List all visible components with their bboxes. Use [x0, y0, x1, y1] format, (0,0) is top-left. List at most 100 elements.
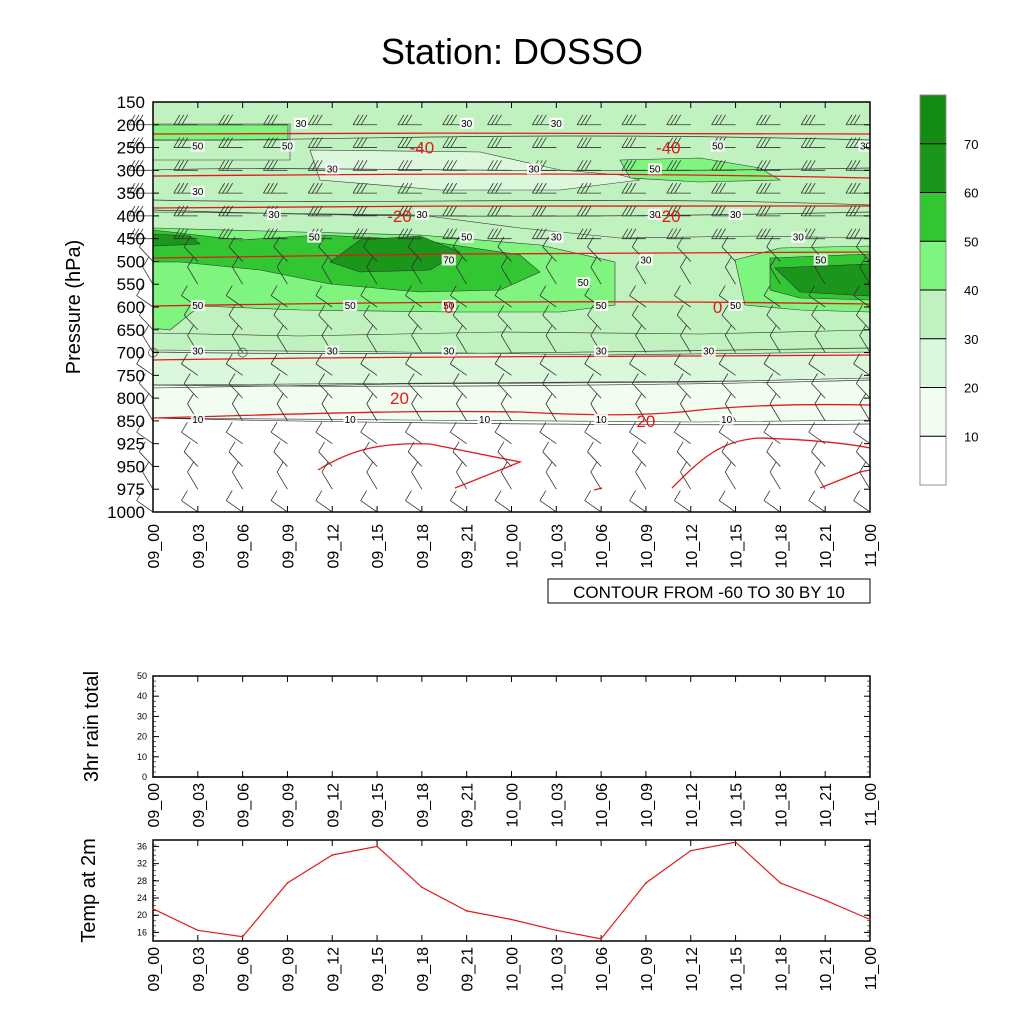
wind-barb-feather: [584, 114, 592, 125]
wind-barb: [360, 431, 378, 444]
wind-barb-feather: [271, 114, 278, 125]
wind-barb-feather: [676, 304, 684, 316]
y-tick-label: 1000: [107, 503, 145, 522]
wind-barb-feather: [580, 137, 588, 148]
wind-barb: [226, 363, 243, 376]
wind-barb: [629, 500, 647, 513]
wind-barb-feather: [580, 160, 588, 171]
wind-barb-feather: [576, 228, 584, 239]
wind-barb: [276, 266, 288, 285]
contour-label-bg: [190, 413, 205, 425]
wind-barb-feather: [808, 490, 816, 501]
contour-label-bg: [325, 163, 340, 175]
wind-barb-feather: [721, 236, 729, 248]
wind-barb-feather: [263, 137, 270, 148]
wind-barb-feather: [680, 393, 687, 404]
wind-barb: [629, 363, 647, 376]
y-tick-label: 20: [137, 910, 147, 920]
wind-barb: [273, 314, 288, 331]
wind-barb-feather: [539, 160, 547, 171]
wind-barb: [226, 500, 243, 513]
wind-barb: [632, 383, 647, 399]
wind-barb-feather: [631, 373, 639, 384]
wind-barb-feather: [352, 160, 360, 171]
wind-barb-feather: [226, 205, 233, 217]
wind-barb-feather: [497, 373, 505, 384]
wind-barb: [721, 451, 736, 467]
y-tick-label: 650: [117, 321, 145, 340]
y-axis-label: 3hr rain total: [81, 671, 103, 782]
wind-barb-feather: [576, 114, 584, 125]
wind-barb-feather: [401, 160, 409, 171]
wind-barb-feather: [670, 205, 678, 217]
x-tick-label: 11_00: [863, 783, 880, 826]
temp-panel: 16 20 24 28 32 36 Temp at 2m 09_00 09_03 09_06 09_…: [78, 838, 880, 991]
wind-barb-feather: [539, 182, 547, 194]
wind-barb-feather: [442, 114, 450, 125]
wind-barb-feather: [315, 205, 323, 217]
wind-barb-feather: [177, 228, 185, 239]
wind-barb-feather: [711, 114, 718, 125]
colorbar-box: [919, 338, 947, 388]
wind-barb: [321, 266, 333, 285]
wind-barb-feather: [267, 182, 274, 194]
contour-label: 30: [596, 347, 608, 358]
wind-barb-feather: [635, 393, 642, 404]
wind-barb-feather: [859, 256, 867, 268]
contour-label: 50: [461, 233, 473, 244]
temperature-contour-6: [152, 403, 871, 419]
wind-barb-feather: [139, 236, 146, 248]
series-point: [779, 776, 782, 778]
wind-barb: [766, 246, 781, 262]
wind-barb-feather: [273, 236, 281, 248]
wind-barb: [587, 383, 602, 399]
wind-barb-feather: [629, 421, 636, 433]
wind-barb-feather: [584, 228, 592, 239]
wind-barb: [674, 431, 691, 444]
wind-barb: [811, 314, 826, 331]
wind-barb-feather: [542, 236, 550, 248]
series-point: [421, 886, 423, 889]
x-tick-label: 09_21: [460, 947, 477, 992]
wind-barb: [676, 451, 692, 467]
wind-barb: [494, 431, 512, 444]
wind-barb: [360, 363, 378, 376]
y-tick-label: 250: [117, 139, 145, 158]
wind-barb-feather: [849, 228, 857, 239]
wind-barb: [763, 363, 781, 376]
wind-barb-feather: [307, 114, 315, 125]
wind-barb: [318, 314, 333, 331]
wind-barb-feather: [760, 137, 767, 148]
wind-barb-feather: [811, 373, 818, 384]
wind-barb-feather: [267, 160, 274, 171]
wind-barb: [360, 500, 378, 513]
y-tick-label: 30: [137, 711, 147, 721]
wind-barb-feather: [539, 421, 547, 433]
x-tick-label: 10_00: [505, 783, 522, 828]
wind-barb-feather: [545, 325, 553, 336]
wind-barb-feather: [845, 160, 853, 171]
series-point: [555, 929, 558, 932]
x-tick-label: 09_12: [325, 783, 342, 828]
wind-barb-feather: [674, 182, 682, 194]
wind-barb: [680, 335, 692, 353]
wind-barb: [450, 363, 467, 376]
contour-label-bg: [266, 208, 281, 220]
wind-barb-feather: [321, 325, 329, 336]
wind-barb-feather: [401, 228, 409, 239]
wind-barb: [136, 500, 154, 513]
wind-barb: [542, 314, 557, 331]
wind-barb-feather: [226, 114, 233, 125]
wind-barb-feather: [766, 373, 774, 384]
wind-barb-feather: [853, 182, 861, 194]
wind-barb-feather: [271, 137, 278, 148]
wind-barb-feather: [446, 160, 454, 171]
contour-label: 30: [793, 233, 805, 244]
wind-barb-feather: [228, 236, 236, 248]
series-point: [465, 910, 468, 912]
wind-barb-feather: [764, 182, 771, 194]
wind-barb: [497, 246, 512, 262]
wind-barb-feather: [715, 160, 722, 171]
wind-barb-feather: [270, 421, 278, 433]
wind-barb-feather: [500, 325, 508, 336]
